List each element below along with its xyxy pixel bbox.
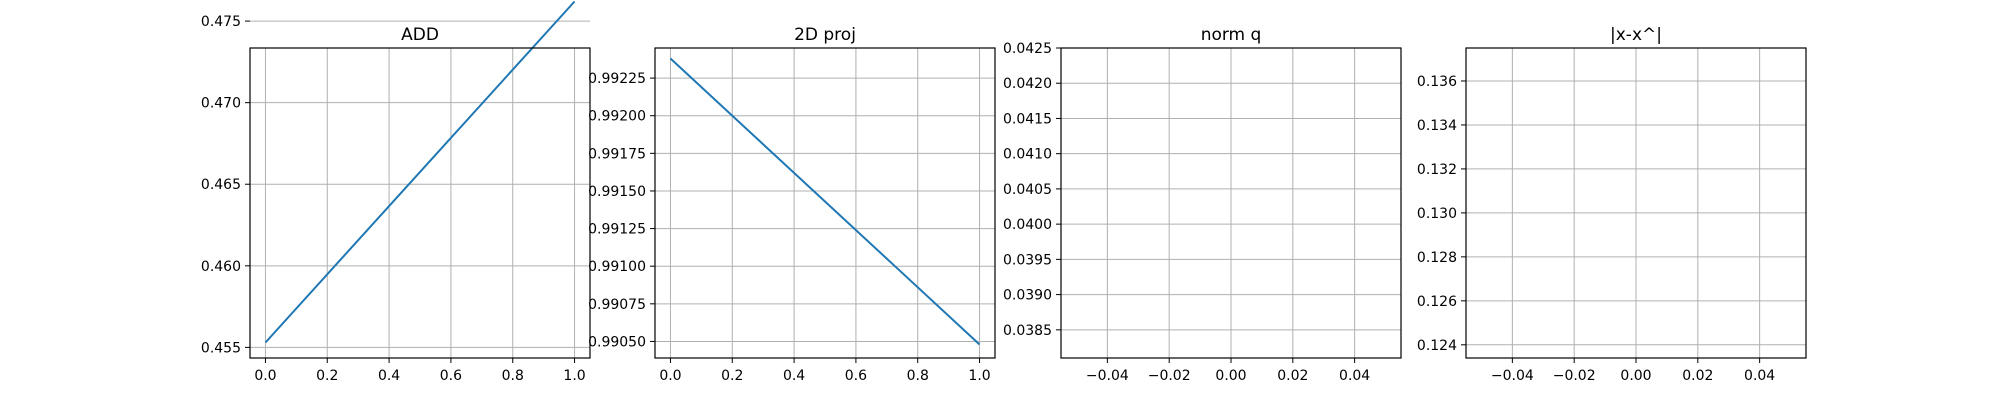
x-tick-label: 0.2 [721, 368, 743, 384]
y-tick-label: 0.128 [1417, 250, 1457, 266]
y-tick-label: 0.0425 [1003, 41, 1052, 57]
y-tick-label: 0.0400 [1003, 217, 1052, 233]
series-line [264, 0, 576, 344]
x-tick-label: 0.04 [1339, 368, 1370, 384]
y-tick-label: 0.470 [201, 96, 241, 112]
axes-frame [654, 47, 996, 359]
x-tick-label: 0.6 [440, 368, 462, 384]
y-tick-label: 0.0415 [1003, 111, 1052, 127]
x-tick-label: 1.0 [968, 368, 990, 384]
y-tick-label: 0.99100 [588, 259, 646, 275]
x-tick-label: 0.0 [254, 368, 276, 384]
y-tick-label: 0.99175 [588, 146, 646, 162]
x-tick-label: 0.4 [783, 368, 805, 384]
y-tick-label: 0.475 [201, 14, 241, 30]
axes-frame [1060, 47, 1402, 359]
x-tick-label: −0.04 [1086, 368, 1129, 384]
axes-frame [249, 47, 591, 359]
x-tick-label: 0.2 [316, 368, 338, 384]
series-line [669, 57, 981, 346]
y-tick-label: 0.99075 [588, 297, 646, 313]
x-tick-label: 0.8 [502, 368, 524, 384]
x-tick-label: 0.4 [378, 368, 400, 384]
x-tick-label: 1.0 [563, 368, 585, 384]
y-tick-label: 0.99200 [588, 109, 646, 125]
x-tick-label: −0.04 [1491, 368, 1534, 384]
x-tick-label: 0.6 [845, 368, 867, 384]
x-tick-label: −0.02 [1553, 368, 1596, 384]
y-tick-label: 0.0410 [1003, 147, 1052, 163]
y-tick-label: 0.0385 [1003, 323, 1052, 339]
x-tick-label: 0.8 [907, 368, 929, 384]
y-tick-label: 0.0405 [1003, 182, 1052, 198]
x-tick-label: 0.02 [1277, 368, 1308, 384]
x-tick-label: 0.00 [1215, 368, 1246, 384]
subplot-title: ADD [401, 25, 439, 45]
subplot-title: norm q [1201, 25, 1262, 45]
subplot-2d-proj: 0.0 0.2 0.4 0.6 0.8 1.0 0.99050 0.99075 0.99100 0… [588, 25, 996, 384]
subplot-title: 2D proj [794, 25, 856, 45]
subplot-norm-q: −0.04 −0.02 0.00 0.02 0.04 0.0385 0.0390 0.0395… [1003, 25, 1402, 384]
y-tick-label: 0.0390 [1003, 288, 1052, 304]
subplot-abs-error: −0.04 −0.02 0.00 0.02 0.04 0.124 0.126 0.128 0.1… [1417, 25, 1807, 384]
y-tick-label: 0.132 [1417, 162, 1457, 178]
y-tick-label: 0.99150 [588, 184, 646, 200]
x-tick-label: 0.02 [1682, 368, 1713, 384]
y-tick-label: 0.460 [201, 259, 241, 275]
x-tick-label: 0.00 [1620, 368, 1651, 384]
subplot-title: |x-x^| [1610, 25, 1662, 45]
y-tick-label: 0.124 [1417, 338, 1457, 354]
y-tick-label: 0.130 [1417, 206, 1457, 222]
y-tick-label: 0.99050 [588, 334, 646, 350]
y-tick-label: 0.136 [1417, 74, 1457, 90]
x-tick-label: 0.0 [659, 368, 681, 384]
x-tick-label: 0.04 [1744, 368, 1775, 384]
y-tick-label: 0.99225 [588, 71, 646, 87]
subplot-add: 0.0 0.2 0.4 0.6 0.8 1.0 0.455 0.460 0.465 0.470 0.… [201, 0, 591, 384]
y-tick-label: 0.134 [1417, 118, 1457, 134]
axes-frame [1465, 47, 1807, 359]
y-tick-label: 0.455 [201, 340, 241, 356]
y-tick-label: 0.465 [201, 177, 241, 193]
y-tick-label: 0.99125 [588, 222, 646, 238]
x-tick-label: −0.02 [1148, 368, 1191, 384]
y-tick-label: 0.0420 [1003, 76, 1052, 92]
y-tick-label: 0.0395 [1003, 252, 1052, 268]
y-tick-label: 0.126 [1417, 294, 1457, 310]
